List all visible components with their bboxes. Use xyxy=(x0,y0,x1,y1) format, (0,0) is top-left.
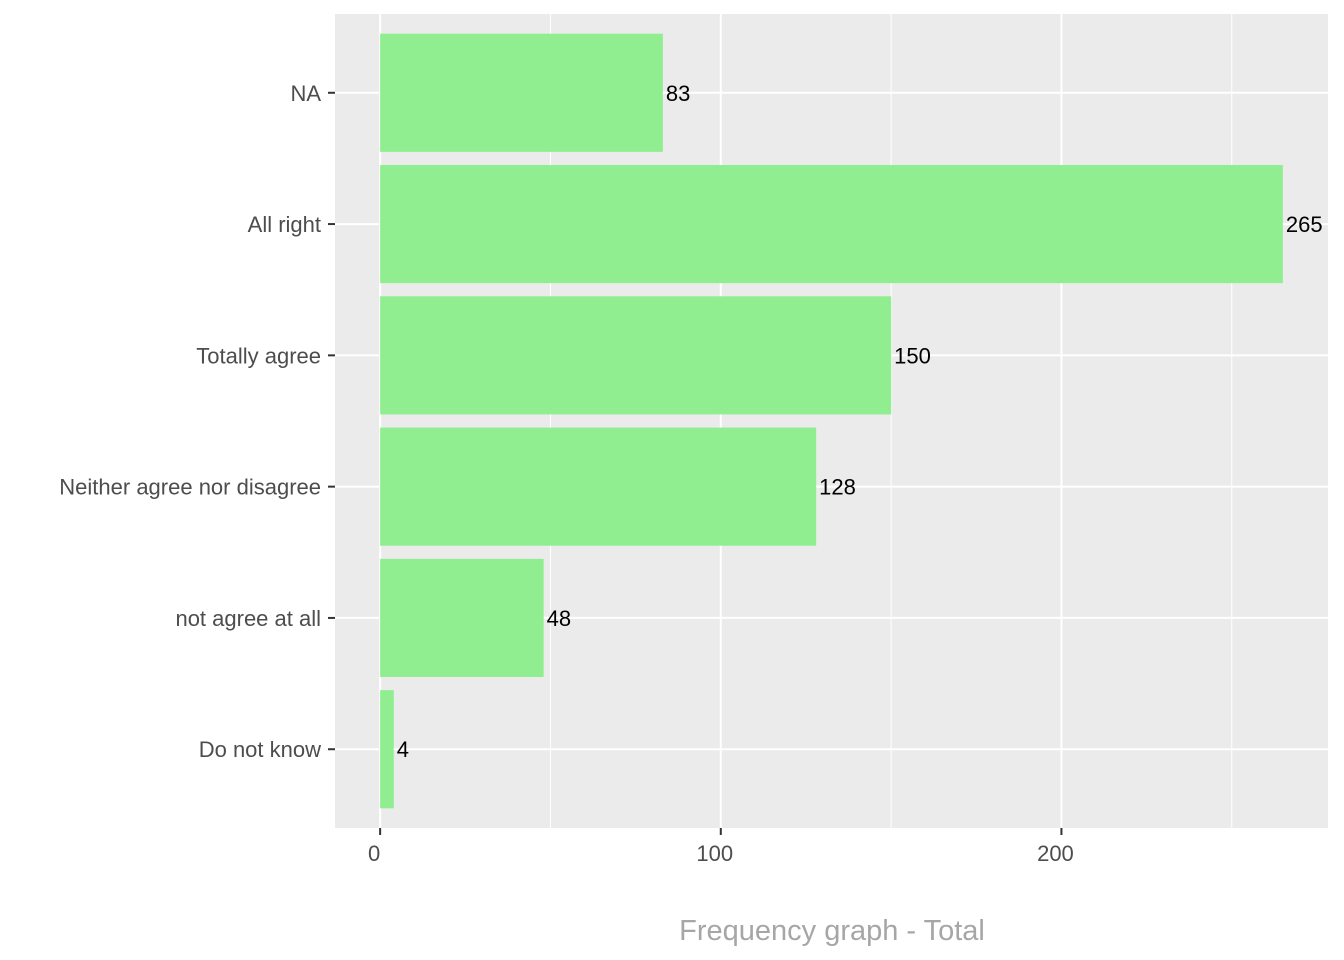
x-tick-label: 200 xyxy=(1037,841,1074,866)
y-tick-label: Neither agree nor disagree xyxy=(59,475,321,500)
data-label: 4 xyxy=(397,737,409,762)
bar xyxy=(380,33,663,152)
x-tick-label: 100 xyxy=(696,841,733,866)
x-tick-label: 0 xyxy=(368,841,380,866)
y-tick-label: Totally agree xyxy=(196,343,321,368)
data-label: 83 xyxy=(666,81,690,106)
x-axis-title: Frequency graph - Total xyxy=(679,915,985,947)
y-tick-label: not agree at all xyxy=(175,606,321,631)
bar xyxy=(380,690,394,809)
y-tick-label: NA xyxy=(290,81,321,106)
data-label: 150 xyxy=(894,343,931,368)
bar xyxy=(380,296,892,415)
bar xyxy=(380,558,544,678)
data-label: 48 xyxy=(547,606,571,631)
data-label: 128 xyxy=(819,475,856,500)
data-label: 265 xyxy=(1286,212,1323,237)
bar xyxy=(380,164,1283,284)
bar xyxy=(380,427,817,546)
y-tick-label: Do not know xyxy=(199,737,321,762)
y-tick-label: All right xyxy=(248,212,321,237)
